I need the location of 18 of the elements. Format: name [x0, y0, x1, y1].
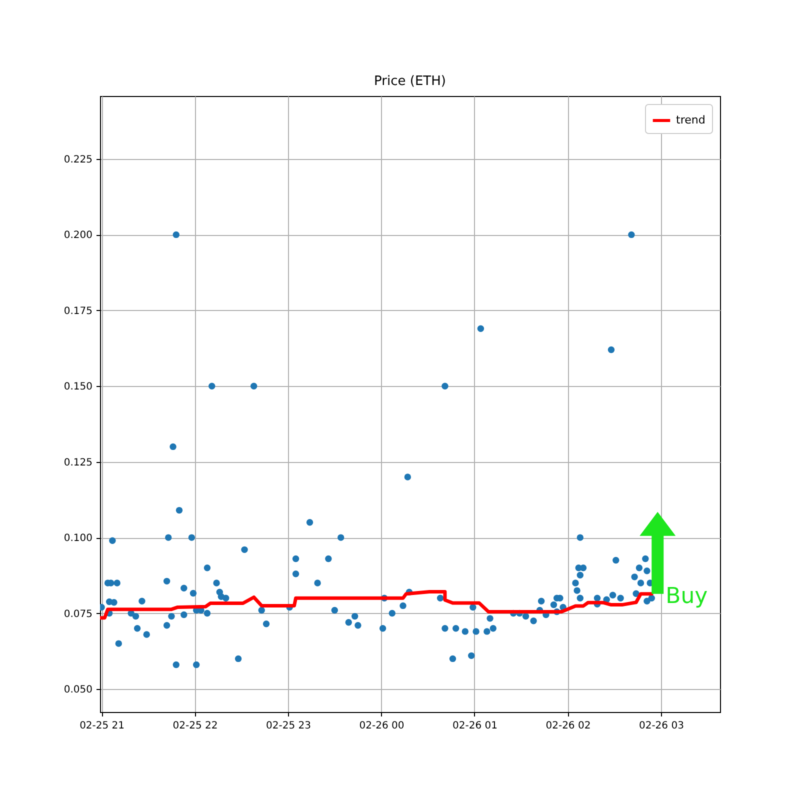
y-tick-label: 0.050	[64, 684, 92, 696]
x-tick-label: 02-26 02	[546, 720, 591, 732]
chart-title: Price (ETH)	[374, 74, 446, 89]
x-tick-label: 02-26 00	[359, 720, 404, 732]
x-tick-label: 02-25 22	[172, 720, 218, 732]
x-tick-label: 02-26 01	[452, 720, 498, 732]
x-tick-label: 02-25 23	[266, 720, 312, 732]
y-tick-label: 0.175	[64, 306, 92, 317]
y-tick-label: 0.225	[64, 154, 92, 166]
x-tick-label: 02-25 21	[80, 720, 125, 732]
legend-label: trend	[676, 114, 706, 126]
y-tick-label: 0.125	[64, 457, 92, 468]
y-tick-label: 0.200	[64, 230, 92, 242]
y-tick-label: 0.075	[64, 608, 92, 620]
y-tick-label: 0.150	[64, 382, 92, 393]
x-tick-label: 02-26 03	[638, 720, 684, 732]
annotation: Buy	[666, 584, 708, 609]
y-tick-label: 0.100	[64, 533, 92, 544]
